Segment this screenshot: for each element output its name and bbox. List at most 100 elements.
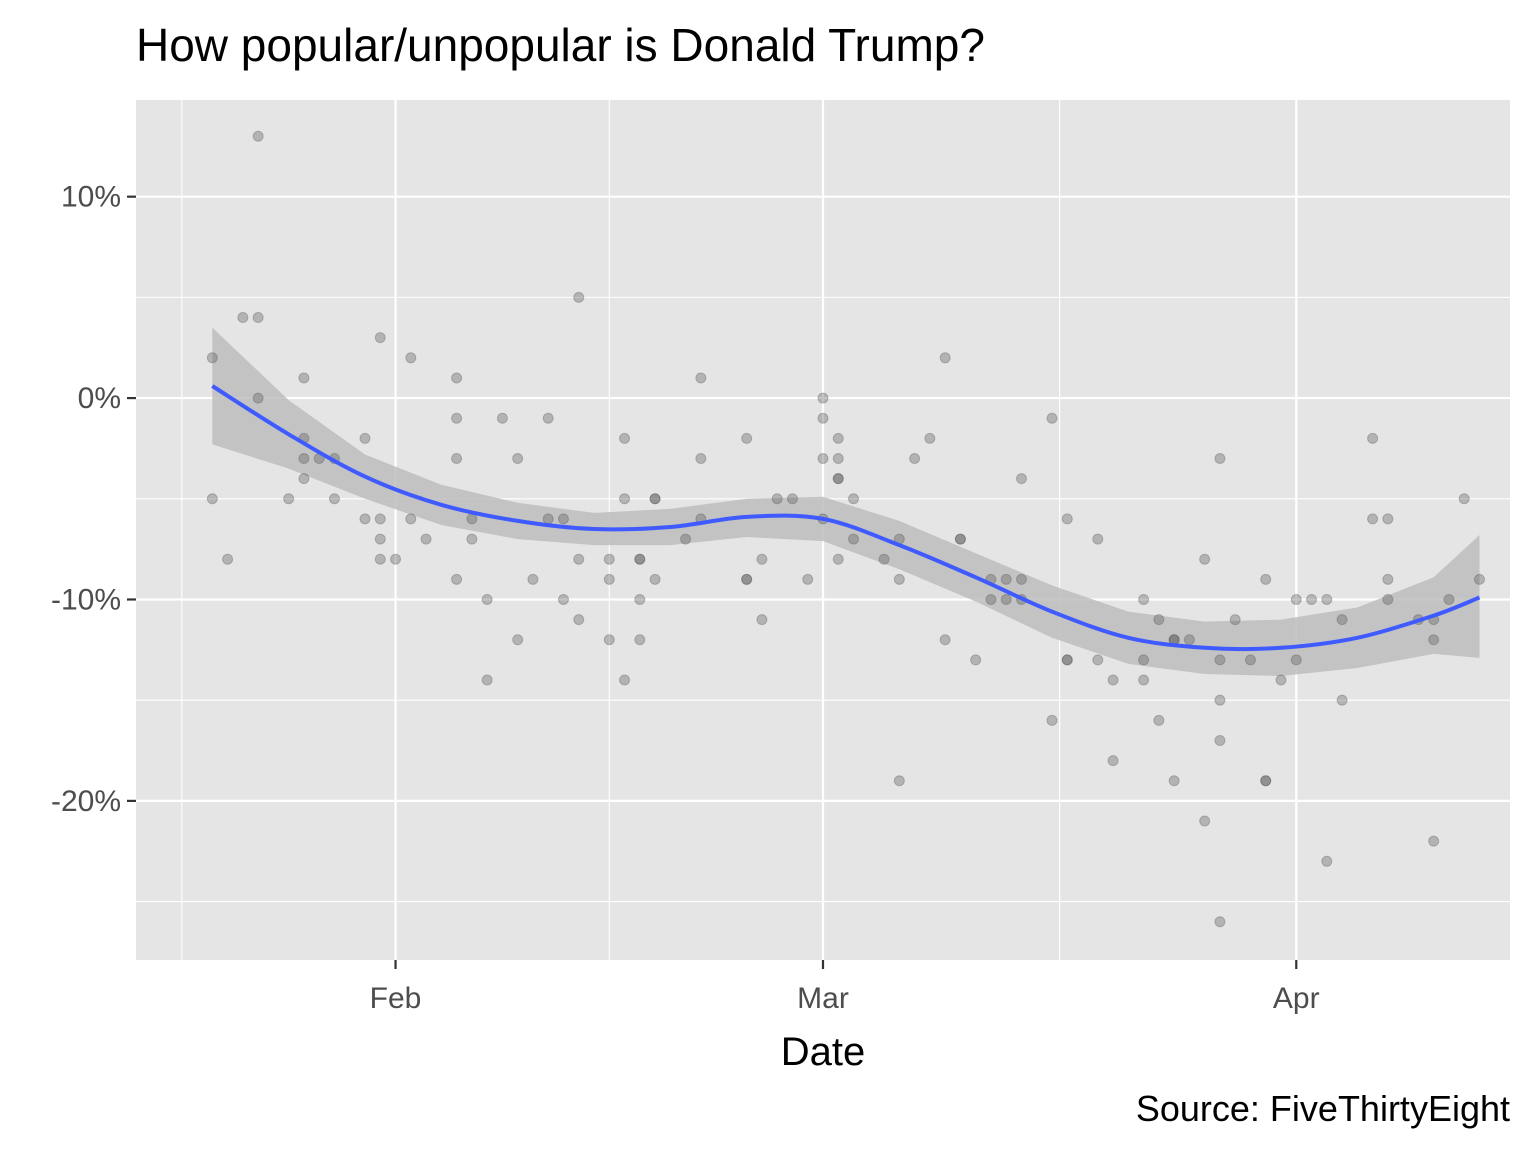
data-point — [466, 513, 478, 525]
data-point — [1000, 593, 1012, 605]
data-point — [802, 573, 814, 585]
data-point — [832, 553, 844, 565]
data-point — [1244, 654, 1256, 666]
data-point — [237, 312, 249, 324]
data-point — [924, 432, 936, 444]
data-point — [619, 674, 631, 686]
data-point — [573, 614, 585, 626]
data-point — [206, 352, 218, 364]
data-point — [634, 553, 646, 565]
data-point — [542, 513, 554, 525]
source-caption: Source: FiveThirtyEight — [1135, 1088, 1510, 1129]
data-point — [1321, 593, 1333, 605]
x-axis: Feb Mar Apr — [370, 960, 1320, 1015]
y-tick-label: 10% — [61, 181, 121, 214]
data-point — [1015, 473, 1027, 485]
data-point — [405, 352, 417, 364]
data-point — [954, 533, 966, 545]
data-point — [542, 412, 554, 424]
data-point — [496, 412, 508, 424]
data-point — [1382, 573, 1394, 585]
x-axis-title: Date — [780, 1030, 866, 1074]
chart-title: How popular/unpopular is Donald Trump? — [136, 19, 985, 71]
data-point — [1214, 453, 1226, 465]
y-axis: 10% 0% -10% -20% — [51, 181, 136, 818]
data-point — [1199, 553, 1211, 565]
data-point — [1290, 654, 1302, 666]
data-point — [512, 453, 524, 465]
data-point — [374, 332, 386, 344]
data-point — [939, 352, 951, 364]
data-point — [481, 674, 493, 686]
x-tick-label: Mar — [797, 982, 849, 1015]
data-points — [206, 130, 1485, 928]
data-point — [1458, 493, 1470, 505]
data-point — [557, 513, 569, 525]
data-point — [1061, 513, 1073, 525]
data-point — [374, 553, 386, 565]
data-point — [1046, 412, 1058, 424]
data-point — [1000, 573, 1012, 585]
confidence-ribbon — [212, 327, 1480, 676]
data-point — [420, 533, 432, 545]
data-point — [1138, 654, 1150, 666]
data-point — [1138, 674, 1150, 686]
data-point — [1260, 775, 1272, 787]
data-point — [451, 412, 463, 424]
data-point — [451, 453, 463, 465]
data-point — [756, 614, 768, 626]
data-point — [1092, 654, 1104, 666]
data-point — [1214, 694, 1226, 706]
data-point — [1138, 593, 1150, 605]
data-point — [634, 634, 646, 646]
data-point — [619, 493, 631, 505]
data-point — [680, 533, 692, 545]
data-point — [741, 432, 753, 444]
data-point — [390, 553, 402, 565]
data-point — [1214, 734, 1226, 746]
data-point — [481, 593, 493, 605]
data-point — [848, 493, 860, 505]
data-point — [1229, 614, 1241, 626]
smooth-trend-line — [211, 384, 1481, 652]
data-point — [634, 553, 646, 565]
data-point — [695, 453, 707, 465]
data-point — [954, 533, 966, 545]
data-point — [695, 372, 707, 384]
data-point — [557, 593, 569, 605]
major-gridlines — [136, 100, 1510, 960]
data-point — [298, 372, 310, 384]
data-point — [1367, 513, 1379, 525]
data-point — [832, 473, 844, 485]
data-point — [1382, 593, 1394, 605]
data-point — [1168, 775, 1180, 787]
data-point — [1275, 674, 1287, 686]
data-point — [1367, 432, 1379, 444]
data-point — [970, 654, 982, 666]
data-point — [985, 593, 997, 605]
data-point — [573, 291, 585, 303]
data-point — [252, 392, 264, 404]
data-point — [832, 432, 844, 444]
data-point — [451, 372, 463, 384]
data-point — [832, 453, 844, 465]
data-point — [1443, 593, 1455, 605]
data-point — [649, 493, 661, 505]
data-point — [1153, 614, 1165, 626]
data-point — [1260, 573, 1272, 585]
data-point — [1092, 533, 1104, 545]
data-point — [603, 553, 615, 565]
data-point — [939, 634, 951, 646]
y-tick-label: 0% — [78, 382, 121, 415]
data-point — [466, 533, 478, 545]
data-point — [893, 775, 905, 787]
data-point — [1214, 916, 1226, 928]
data-point — [1046, 714, 1058, 726]
data-point — [222, 553, 234, 565]
data-point — [909, 453, 921, 465]
data-point — [603, 634, 615, 646]
data-point — [359, 432, 371, 444]
data-point — [298, 453, 310, 465]
data-point — [252, 312, 264, 324]
data-point — [298, 473, 310, 485]
